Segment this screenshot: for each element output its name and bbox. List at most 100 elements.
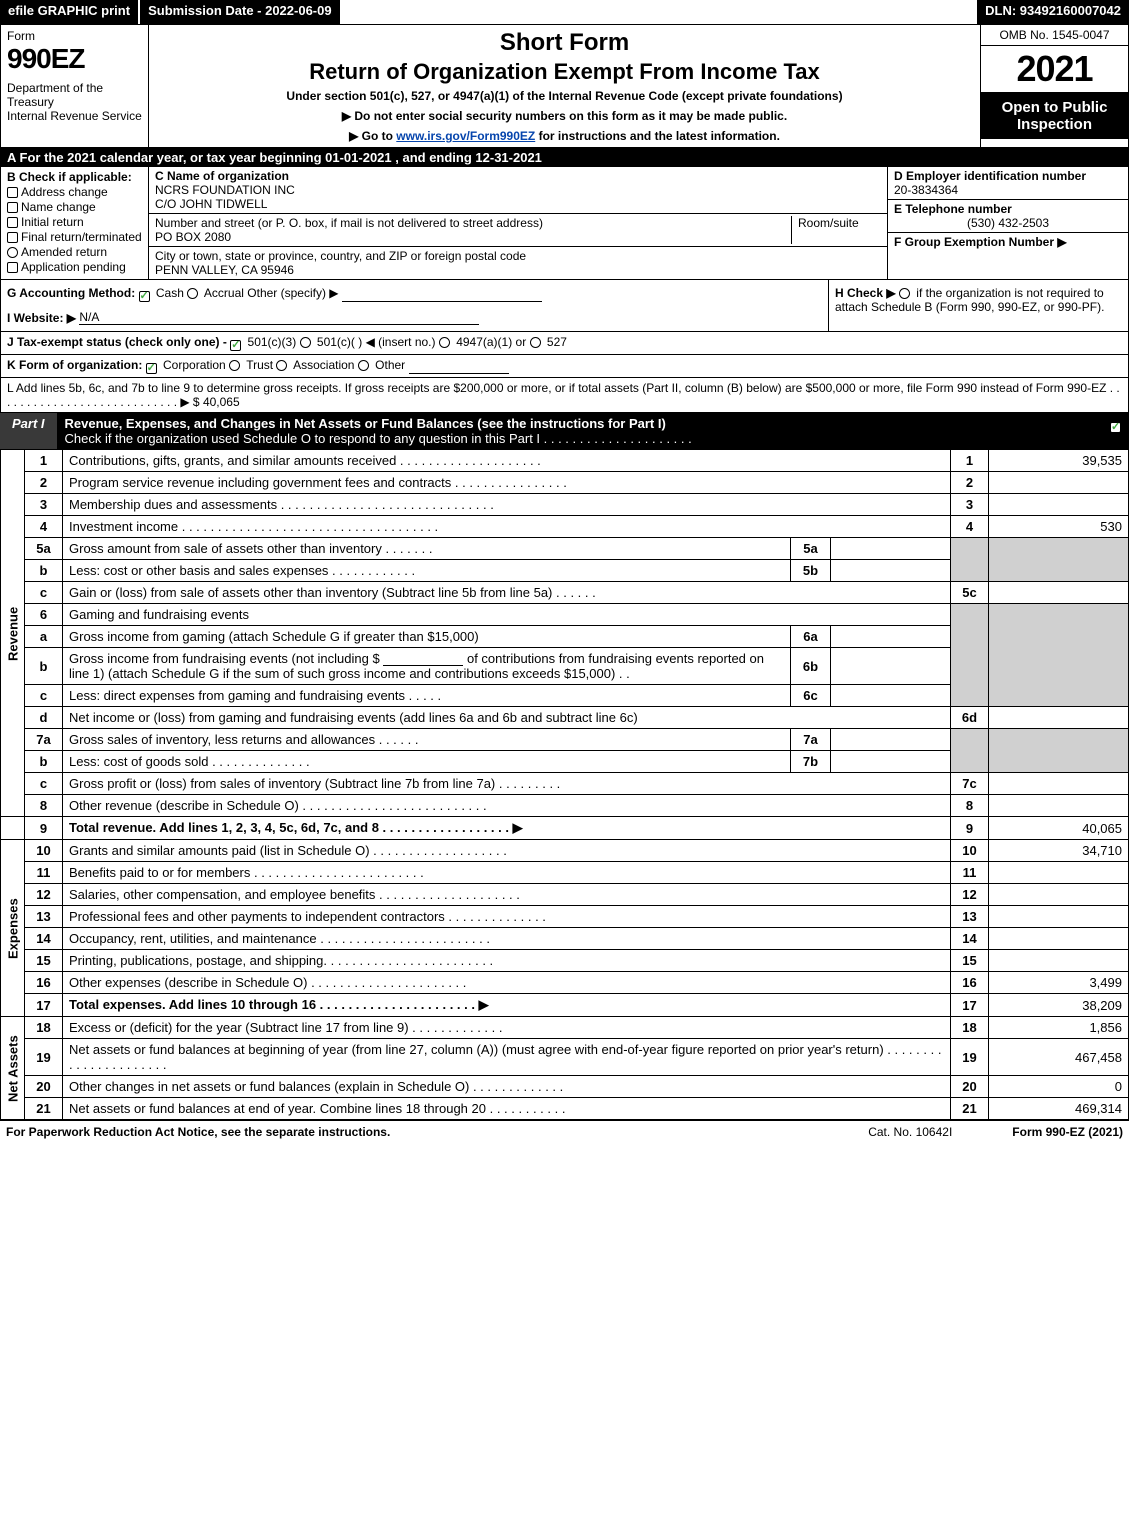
- l13-desc: Professional fees and other payments to …: [63, 906, 951, 928]
- c-co: C/O JOHN TIDWELL: [155, 197, 881, 211]
- l7c-num: c: [25, 773, 63, 795]
- dln: DLN: 93492160007042: [977, 0, 1129, 24]
- l8-lineno: 8: [951, 795, 989, 817]
- l20-desc: Other changes in net assets or fund bala…: [63, 1076, 951, 1098]
- chk-address-change[interactable]: Address change: [7, 185, 142, 199]
- l8-desc: Other revenue (describe in Schedule O) .…: [63, 795, 951, 817]
- side-net-assets: Net Assets: [1, 1017, 25, 1120]
- chk-trust[interactable]: [229, 360, 240, 371]
- l5c-lineno: 5c: [951, 582, 989, 604]
- goto-instructions: ▶ Go to www.irs.gov/Form990EZ for instru…: [157, 129, 972, 143]
- b-label: B Check if applicable:: [7, 170, 142, 184]
- col-b-checkboxes: B Check if applicable: Address change Na…: [1, 167, 149, 279]
- under-section-text: Under section 501(c), 527, or 4947(a)(1)…: [157, 89, 972, 103]
- l7c-lineno: 7c: [951, 773, 989, 795]
- l5a-num: 5a: [25, 538, 63, 560]
- chk-association[interactable]: [276, 360, 287, 371]
- irs-link[interactable]: www.irs.gov/Form990EZ: [396, 129, 535, 143]
- l15-desc: Printing, publications, postage, and shi…: [63, 950, 951, 972]
- l18-lineno: 18: [951, 1017, 989, 1039]
- l7a-subval: [831, 729, 951, 751]
- c-org-name: NCRS FOUNDATION INC: [155, 183, 881, 197]
- l10-desc: Grants and similar amounts paid (list in…: [63, 840, 951, 862]
- chk-other-org[interactable]: [358, 360, 369, 371]
- row-l: L Add lines 5b, 6c, and 7b to line 9 to …: [1, 378, 1128, 413]
- j-501c: 501(c)( ) ◀ (insert no.): [317, 335, 436, 349]
- l15-lineno: 15: [951, 950, 989, 972]
- e-label: E Telephone number: [894, 202, 1122, 216]
- form-label: Form: [7, 29, 142, 43]
- l2-desc: Program service revenue including govern…: [63, 472, 951, 494]
- l6d-desc: Net income or (loss) from gaming and fun…: [63, 707, 951, 729]
- grey-6abc-amt: [989, 604, 1129, 707]
- l5a-subval: [831, 538, 951, 560]
- l15-num: 15: [25, 950, 63, 972]
- l14-amt: [989, 928, 1129, 950]
- short-form-title: Short Form: [157, 29, 972, 57]
- c-city: PENN VALLEY, CA 95946: [155, 263, 881, 277]
- side-blank: [1, 817, 25, 840]
- l17-desc: Total expenses. Add lines 10 through 16 …: [63, 994, 951, 1017]
- row-g-h: G Accounting Method: Cash Accrual Other …: [1, 280, 1128, 332]
- chk-initial-return[interactable]: Initial return: [7, 215, 142, 229]
- chk-501c3[interactable]: [230, 340, 241, 351]
- row-a: A For the 2021 calendar year, or tax yea…: [1, 148, 1128, 167]
- l10-num: 10: [25, 840, 63, 862]
- l20-num: 20: [25, 1076, 63, 1098]
- chk-amended-return[interactable]: Amended return: [7, 245, 142, 259]
- k-label: K Form of organization:: [7, 358, 142, 372]
- c-street-label: Number and street (or P. O. box, if mail…: [155, 216, 791, 230]
- ssn-warning: ▶ Do not enter social security numbers o…: [157, 109, 972, 123]
- chk-h[interactable]: [899, 288, 910, 299]
- side-expenses: Expenses: [1, 840, 25, 1017]
- k-other-input[interactable]: [409, 373, 509, 374]
- grey-5ab-amt: [989, 538, 1129, 582]
- g-other: Other (specify) ▶: [247, 286, 338, 300]
- col-c-org-info: C Name of organization NCRS FOUNDATION I…: [149, 167, 888, 279]
- l9-lineno: 9: [951, 817, 989, 840]
- l17-amt: 38,209: [989, 994, 1129, 1017]
- l3-amt: [989, 494, 1129, 516]
- l11-lineno: 11: [951, 862, 989, 884]
- row-j: J Tax-exempt status (check only one) - 5…: [1, 332, 1128, 355]
- chk-corporation[interactable]: [146, 363, 157, 374]
- l13-num: 13: [25, 906, 63, 928]
- l5b-desc: Less: cost or other basis and sales expe…: [63, 560, 791, 582]
- chk-name-change[interactable]: Name change: [7, 200, 142, 214]
- chk-application-pending[interactable]: Application pending: [7, 260, 142, 274]
- chk-schedule-o[interactable]: [1110, 422, 1121, 433]
- efile-print-button[interactable]: efile GRAPHIC print: [0, 0, 140, 24]
- l17-num: 17: [25, 994, 63, 1017]
- l6-num: 6: [25, 604, 63, 626]
- g-accrual: Accrual: [204, 286, 244, 300]
- chk-accrual[interactable]: [187, 288, 198, 299]
- l1-amt: 39,535: [989, 450, 1129, 472]
- l21-num: 21: [25, 1098, 63, 1120]
- header-center: Short Form Return of Organization Exempt…: [149, 25, 980, 147]
- chk-final-return[interactable]: Final return/terminated: [7, 230, 142, 244]
- chk-4947[interactable]: [439, 337, 450, 348]
- chk-501c[interactable]: [300, 337, 311, 348]
- l13-lineno: 13: [951, 906, 989, 928]
- l6d-num: d: [25, 707, 63, 729]
- section-a-through-f: A For the 2021 calendar year, or tax yea…: [0, 148, 1129, 413]
- open-public-inspection: Open to Public Inspection: [981, 93, 1128, 139]
- g-other-input[interactable]: [342, 301, 542, 302]
- c-city-label: City or town, state or province, country…: [155, 249, 881, 263]
- l14-lineno: 14: [951, 928, 989, 950]
- submission-date: Submission Date - 2022-06-09: [140, 0, 342, 24]
- l12-amt: [989, 884, 1129, 906]
- goto-pre: ▶ Go to: [349, 129, 396, 143]
- l2-num: 2: [25, 472, 63, 494]
- chk-527[interactable]: [530, 337, 541, 348]
- l1-desc: Contributions, gifts, grants, and simila…: [63, 450, 951, 472]
- grey-7ab-amt: [989, 729, 1129, 773]
- l3-num: 3: [25, 494, 63, 516]
- grey-5ab: [951, 538, 989, 582]
- part-1-table: Revenue 1 Contributions, gifts, grants, …: [0, 449, 1129, 1120]
- l7a-desc: Gross sales of inventory, less returns a…: [63, 729, 791, 751]
- top-bar: efile GRAPHIC print Submission Date - 20…: [0, 0, 1129, 24]
- l16-lineno: 16: [951, 972, 989, 994]
- chk-cash[interactable]: [139, 291, 150, 302]
- l4-lineno: 4: [951, 516, 989, 538]
